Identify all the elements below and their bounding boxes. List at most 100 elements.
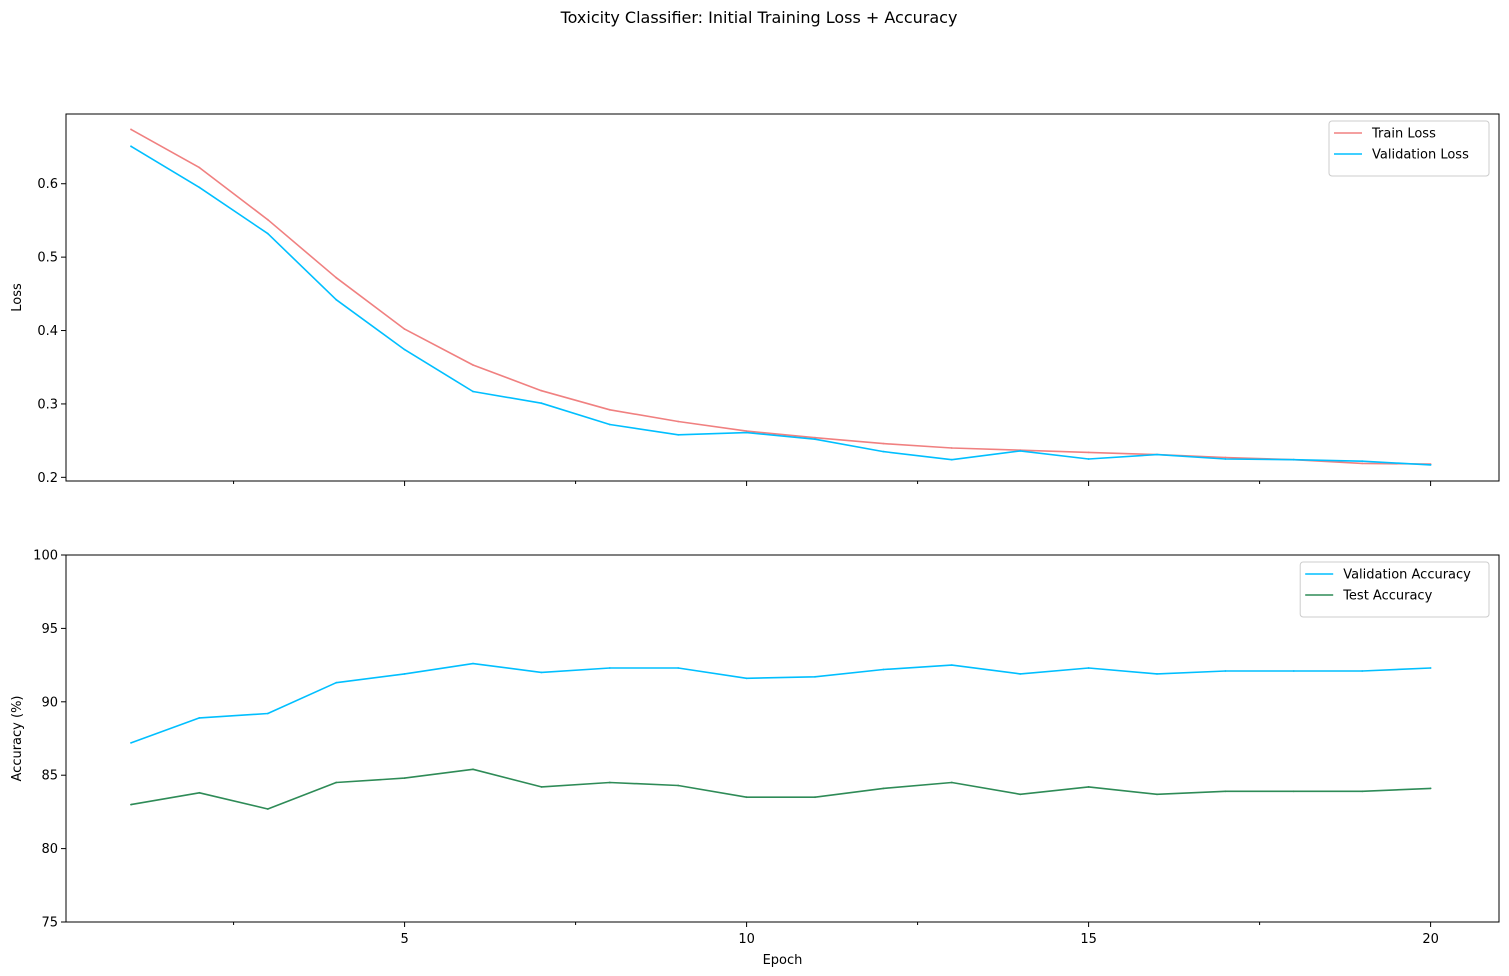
legend-label: Train Loss	[1371, 127, 1436, 142]
y-tick-label: 0.2	[37, 471, 58, 486]
data-point	[1019, 793, 1022, 796]
data-point	[1156, 673, 1158, 675]
data-point	[540, 786, 543, 788]
accuracy-subplot: 75 80 85 90 95 100 5 10 15 20 Accuracy (%) Epoch Val…	[10, 549, 1500, 968]
series-validation-accuracy	[130, 662, 1432, 744]
data-point	[1361, 460, 1364, 463]
data-point	[130, 742, 132, 744]
data-point	[335, 298, 338, 301]
data-point	[1361, 790, 1364, 793]
data-point	[950, 664, 953, 666]
data-point	[814, 436, 816, 439]
data-point	[1156, 793, 1158, 796]
data-point	[882, 668, 885, 671]
data-point	[1224, 458, 1227, 460]
data-point	[814, 796, 816, 799]
data-point	[1224, 456, 1227, 459]
data-point	[1292, 670, 1295, 672]
y-axis-label: Accuracy (%)	[10, 696, 25, 782]
data-point	[1224, 790, 1227, 793]
legend-box	[1299, 561, 1490, 618]
data-point	[1429, 787, 1432, 790]
data-point	[608, 408, 611, 411]
series-line	[130, 145, 1431, 466]
data-point	[335, 681, 338, 684]
data-point	[677, 667, 680, 669]
data-point	[1087, 667, 1090, 669]
data-point	[677, 433, 680, 436]
data-point	[1292, 458, 1295, 461]
data-point	[130, 803, 132, 806]
series-train-loss	[130, 128, 1432, 465]
data-point	[608, 667, 611, 669]
data-point	[403, 328, 406, 330]
series-line	[130, 662, 1431, 744]
x-tick-label: 15	[1080, 932, 1097, 947]
y-tick-label: 95	[41, 622, 58, 637]
x-tick-label: 20	[1422, 932, 1439, 947]
x-tick-label: 10	[738, 932, 755, 947]
data-point	[745, 796, 748, 799]
data-point	[1019, 450, 1022, 452]
figure-title: Toxicity Classifier: Initial Training Lo…	[560, 8, 958, 27]
data-point	[1429, 464, 1432, 466]
loss-subplot: 0.2 0.3 0.4 0.5 0.6 Loss Train Loss Validation …	[10, 113, 1500, 486]
data-point	[1019, 673, 1022, 675]
data-point	[403, 777, 406, 779]
legend-label: Validation Loss	[1372, 148, 1469, 163]
data-point	[198, 166, 201, 169]
data-point	[950, 447, 953, 449]
y-tick-label: 0.6	[37, 177, 58, 192]
data-point	[814, 675, 816, 678]
data-point	[882, 787, 885, 790]
data-point	[130, 145, 132, 148]
plot-frame	[65, 113, 1500, 482]
series-validation-loss	[130, 145, 1432, 466]
data-point	[608, 423, 611, 426]
data-point	[882, 450, 885, 453]
data-point	[1361, 462, 1364, 465]
data-point	[1292, 790, 1295, 793]
data-point	[1087, 458, 1090, 460]
data-point	[198, 186, 201, 189]
data-point	[472, 390, 474, 393]
legend-box	[1328, 120, 1490, 177]
data-point	[540, 389, 543, 392]
legend-label: Validation Accuracy	[1343, 568, 1471, 583]
data-point	[540, 671, 543, 674]
data-point	[814, 438, 816, 441]
data-point	[882, 442, 885, 445]
data-point	[1087, 786, 1090, 788]
x-axis-label: Epoch	[763, 953, 803, 968]
y-tick-label: 80	[41, 842, 58, 857]
y-tick-label: 85	[41, 769, 58, 784]
y-tick-label: 100	[33, 549, 58, 564]
data-point	[1361, 670, 1364, 672]
data-point	[130, 128, 132, 131]
data-point	[472, 662, 474, 665]
legend: Train Loss Validation Loss	[1328, 120, 1490, 177]
y-tick-label: 0.5	[37, 251, 58, 266]
data-point	[1429, 667, 1432, 669]
series-test-accuracy	[130, 768, 1432, 810]
data-point	[472, 364, 474, 366]
legend-label: Test Accuracy	[1342, 589, 1432, 604]
data-point	[950, 781, 953, 784]
series-line	[130, 128, 1431, 465]
y-axis-label: Loss	[10, 283, 25, 312]
legend: Validation Accuracy Test Accuracy	[1299, 561, 1490, 618]
y-tick-label: 0.4	[37, 324, 58, 339]
data-point	[677, 784, 680, 787]
data-point	[335, 276, 338, 279]
data-point	[745, 677, 748, 680]
data-point	[950, 458, 953, 461]
data-point	[1156, 453, 1158, 456]
data-point	[266, 712, 269, 715]
data-point	[745, 430, 748, 432]
data-point	[1224, 670, 1227, 672]
data-point	[198, 791, 201, 794]
data-point	[472, 768, 474, 771]
data-point	[403, 673, 406, 675]
y-tick-label: 75	[41, 916, 58, 931]
